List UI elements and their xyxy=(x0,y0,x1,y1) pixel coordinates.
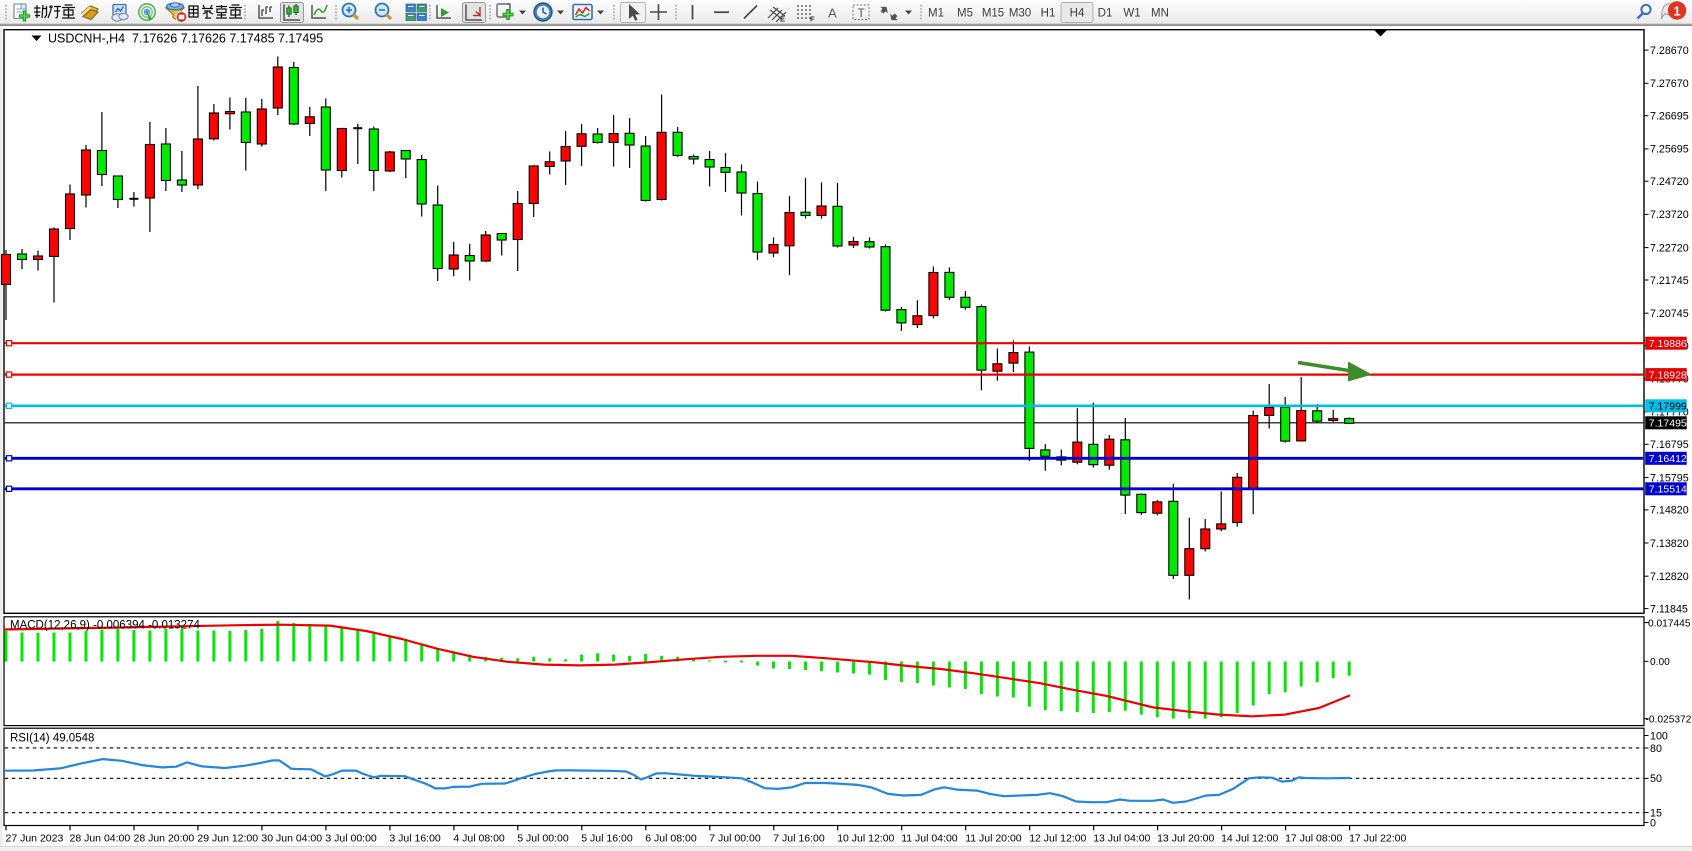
svg-text:10 Jul 12:00: 10 Jul 12:00 xyxy=(837,833,894,845)
svg-text:7.17495: 7.17495 xyxy=(1649,418,1687,430)
svg-text:7.15514: 7.15514 xyxy=(1649,484,1687,496)
svg-text:RSI(14) 49.0548: RSI(14) 49.0548 xyxy=(10,733,94,745)
svg-text:7.13820: 7.13820 xyxy=(1650,538,1689,550)
svg-text:H4: H4 xyxy=(1070,8,1085,20)
svg-text:F: F xyxy=(810,15,815,24)
svg-text:6 Jul 08:00: 6 Jul 08:00 xyxy=(645,833,697,845)
svg-text:5 Jul 00:00: 5 Jul 00:00 xyxy=(517,833,569,845)
svg-text:D1: D1 xyxy=(1098,8,1113,20)
svg-text:12 Jul 12:00: 12 Jul 12:00 xyxy=(1029,833,1086,845)
svg-text:USDCNH-,H4 7.17626 7.17626 7.: USDCNH-,H4 7.17626 7.17626 7.17485 7.174… xyxy=(48,32,323,46)
svg-text:17 Jul 08:00: 17 Jul 08:00 xyxy=(1285,833,1342,845)
svg-text:0: 0 xyxy=(1650,817,1656,829)
svg-text:M5: M5 xyxy=(957,8,973,20)
svg-text:E: E xyxy=(780,15,785,24)
svg-text:7.14820: 7.14820 xyxy=(1650,505,1689,517)
svg-text:7.26695: 7.26695 xyxy=(1650,111,1689,123)
svg-text:7.25695: 7.25695 xyxy=(1650,144,1689,156)
svg-text:-0.025372: -0.025372 xyxy=(1646,715,1692,726)
svg-text:4 Jul 08:00: 4 Jul 08:00 xyxy=(453,833,505,845)
svg-text:28 Jun 20:00: 28 Jun 20:00 xyxy=(134,833,195,845)
svg-text:80: 80 xyxy=(1650,743,1662,755)
svg-text:W1: W1 xyxy=(1123,8,1140,20)
svg-text:7.19886: 7.19886 xyxy=(1649,338,1687,350)
svg-text:7.16795: 7.16795 xyxy=(1650,439,1689,451)
svg-text:M1: M1 xyxy=(928,8,944,20)
svg-text:29 Jun 12:00: 29 Jun 12:00 xyxy=(197,833,258,845)
svg-text:0.00: 0.00 xyxy=(1650,657,1670,668)
svg-text:7 Jul 16:00: 7 Jul 16:00 xyxy=(773,833,825,845)
svg-text:17 Jul 22:00: 17 Jul 22:00 xyxy=(1349,833,1406,845)
svg-text:7.28670: 7.28670 xyxy=(1650,45,1689,57)
svg-text:0.017445: 0.017445 xyxy=(1648,618,1691,629)
svg-text:MACD(12,26,9) -0.006394 -0.013: MACD(12,26,9) -0.006394 -0.013274 xyxy=(10,620,200,632)
svg-text:100: 100 xyxy=(1650,730,1668,742)
svg-text:28 Jun 04:00: 28 Jun 04:00 xyxy=(70,833,131,845)
svg-text:7.18928: 7.18928 xyxy=(1649,370,1687,382)
svg-text:7.27670: 7.27670 xyxy=(1650,78,1689,90)
svg-text:7.21745: 7.21745 xyxy=(1650,275,1689,287)
svg-text:7.20745: 7.20745 xyxy=(1650,308,1689,320)
svg-text:7 Jul 00:00: 7 Jul 00:00 xyxy=(709,833,761,845)
svg-text:7.12820: 7.12820 xyxy=(1650,571,1689,583)
svg-text:7.17999: 7.17999 xyxy=(1649,401,1687,413)
svg-text:M15: M15 xyxy=(982,8,1004,20)
svg-text:11 Jul 04:00: 11 Jul 04:00 xyxy=(901,833,958,845)
svg-text:50: 50 xyxy=(1650,773,1662,785)
svg-text:7.24720: 7.24720 xyxy=(1650,176,1689,188)
svg-text:3 Jul 00:00: 3 Jul 00:00 xyxy=(325,833,377,845)
svg-text:M30: M30 xyxy=(1009,8,1031,20)
svg-text:H1: H1 xyxy=(1041,8,1056,20)
svg-text:T: T xyxy=(858,6,866,20)
svg-text:3 Jul 16:00: 3 Jul 16:00 xyxy=(389,833,441,845)
svg-text:13 Jul 04:00: 13 Jul 04:00 xyxy=(1093,833,1150,845)
svg-text:15: 15 xyxy=(1650,807,1662,819)
svg-text:7.22720: 7.22720 xyxy=(1650,242,1689,254)
svg-text:MN: MN xyxy=(1151,8,1169,20)
svg-text:13 Jul 20:00: 13 Jul 20:00 xyxy=(1157,833,1214,845)
svg-text:30 Jun 04:00: 30 Jun 04:00 xyxy=(261,833,322,845)
svg-text:7.15795: 7.15795 xyxy=(1650,472,1689,484)
svg-text:1: 1 xyxy=(1673,4,1680,19)
svg-text:7.11845: 7.11845 xyxy=(1650,603,1688,615)
svg-text:7.16412: 7.16412 xyxy=(1649,453,1687,465)
svg-text:27 Jun 2023: 27 Jun 2023 xyxy=(6,833,64,845)
svg-text:11 Jul 20:00: 11 Jul 20:00 xyxy=(965,833,1022,845)
svg-text:7.23720: 7.23720 xyxy=(1650,209,1689,221)
svg-text:5 Jul 16:00: 5 Jul 16:00 xyxy=(581,833,633,845)
svg-text:A: A xyxy=(828,6,837,21)
svg-text:14 Jul 12:00: 14 Jul 12:00 xyxy=(1221,833,1278,845)
